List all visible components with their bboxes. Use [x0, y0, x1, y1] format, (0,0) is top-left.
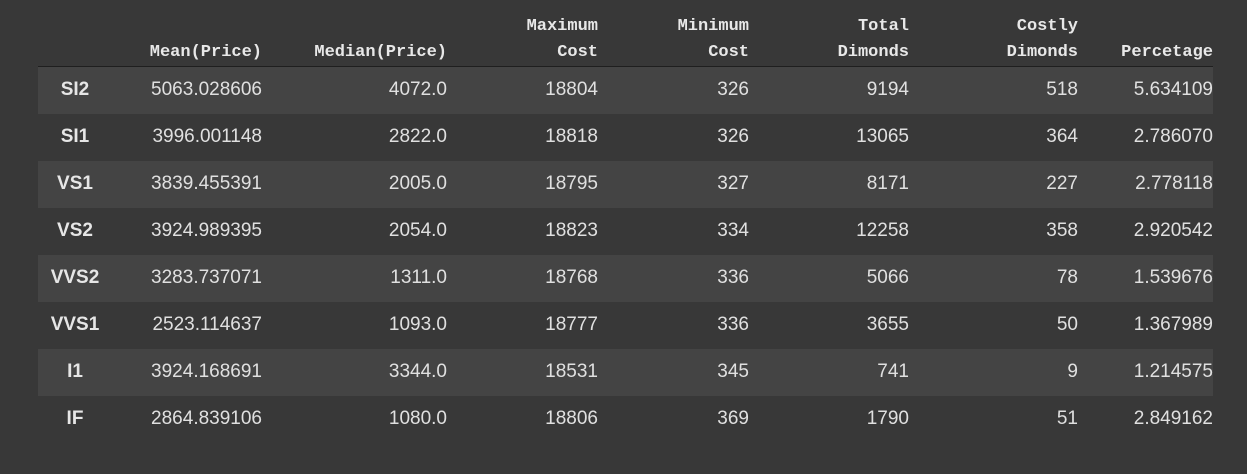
minimum-cost-cell: 345 — [717, 361, 749, 382]
header-row: Mean(Price) Median(Price) Maximum Cost Minim… — [38, 14, 1213, 67]
mean-price-cell: 2864.839106 — [151, 408, 262, 429]
median-price-cell: 2005.0 — [388, 173, 447, 194]
table-row: SI2 5063.028606 4072.0 18804 326 9194 518 5.634… — [38, 66, 1213, 114]
index-header — [38, 14, 112, 67]
maximum-cost-cell: 18531 — [545, 361, 598, 382]
row-index-label: VVS2 — [50, 267, 100, 288]
median-price-cell: 1311.0 — [390, 267, 447, 288]
mean-price-cell: 3839.455391 — [151, 173, 262, 194]
dataframe-table: Mean(Price) Median(Price) Maximum Cost Minim… — [38, 14, 1213, 443]
total-dimonds-cell: 12258 — [856, 220, 909, 241]
minimum-cost-cell: 336 — [717, 314, 749, 335]
median-price-header: Median(Price) — [314, 43, 447, 62]
costly-dimonds-cell: 227 — [1046, 173, 1078, 194]
minimum-cost-cell: 369 — [717, 408, 749, 429]
row-index-label: SI1 — [60, 126, 90, 147]
costly-dimonds-cell: 50 — [1056, 314, 1078, 335]
median-price-cell: 2822.0 — [388, 126, 447, 147]
table-body: SI2 5063.028606 4072.0 18804 326 9194 518 5.634… — [38, 66, 1213, 443]
median-price-cell: 3344.0 — [388, 361, 447, 382]
mean-price-cell: 2523.114637 — [152, 314, 262, 335]
costly-dimonds-cell: 358 — [1046, 220, 1078, 241]
median-price-cell: 4072.0 — [388, 79, 447, 101]
minimum-cost-cell: 334 — [717, 220, 749, 241]
table-header: Mean(Price) Median(Price) Maximum Cost Minim… — [38, 14, 1213, 67]
row-index-label: I1 — [67, 361, 83, 382]
mean-price-cell: 5063.028606 — [151, 79, 262, 101]
costly-dimonds-cell: 9 — [1067, 361, 1078, 382]
costly-dimonds-cell: 364 — [1046, 126, 1078, 147]
maximum-cost-header: Maximum Cost — [526, 17, 598, 62]
row-index-label: VS2 — [57, 220, 93, 241]
maximum-cost-cell: 18804 — [545, 79, 598, 101]
costly-dimonds-header: Costly Dimonds — [1006, 17, 1078, 62]
minimum-cost-header: Minimum Cost — [677, 17, 749, 62]
maximum-cost-cell: 18795 — [545, 173, 598, 194]
percetage-cell: 2.778118 — [1135, 173, 1213, 194]
maximum-cost-cell: 18806 — [545, 408, 598, 429]
total-dimonds-cell: 5066 — [866, 267, 909, 288]
maximum-cost-cell: 18777 — [545, 314, 598, 335]
percetage-cell: 1.214575 — [1133, 361, 1213, 382]
costly-dimonds-cell: 51 — [1056, 408, 1078, 429]
mean-price-cell: 3924.989395 — [151, 220, 262, 241]
maximum-cost-cell: 18818 — [545, 126, 598, 147]
minimum-cost-cell: 326 — [717, 126, 749, 147]
table-row: IF 2864.839106 1080.0 18806 369 1790 51 2.84916… — [38, 395, 1213, 443]
percetage-cell: 5.634109 — [1133, 79, 1213, 101]
median-price-cell: 1080.0 — [388, 408, 447, 429]
row-index-label: VVS1 — [50, 314, 100, 335]
percetage-header: Percetage — [1121, 43, 1213, 62]
percetage-cell: 2.920542 — [1133, 220, 1213, 241]
mean-price-header: Mean(Price) — [149, 43, 262, 62]
total-dimonds-cell: 13065 — [856, 126, 909, 147]
total-dimonds-cell: 3655 — [866, 314, 909, 335]
table-row: VS2 3924.989395 2054.0 18823 334 12258 358 2.92… — [38, 207, 1213, 255]
total-dimonds-cell: 1790 — [866, 408, 909, 429]
percetage-cell: 1.367989 — [1133, 314, 1213, 335]
total-dimonds-cell: 9194 — [866, 79, 909, 101]
minimum-cost-cell: 327 — [717, 173, 749, 194]
median-price-cell: 2054.0 — [388, 220, 447, 241]
table-row: VVS1 2523.114637 1093.0 18777 336 3655 50 1.367… — [38, 301, 1213, 349]
minimum-cost-cell: 336 — [717, 267, 749, 288]
percetage-cell: 1.539676 — [1133, 267, 1213, 288]
mean-price-cell: 3924.168691 — [151, 361, 262, 382]
row-index-label: IF — [66, 408, 84, 429]
maximum-cost-cell: 18768 — [545, 267, 598, 288]
row-index-label: SI2 — [60, 79, 90, 101]
table-row: SI1 3996.001148 2822.0 18818 326 13065 364 2.78… — [38, 113, 1213, 161]
total-dimonds-header: Total Dimonds — [837, 17, 909, 62]
table-row: I1 3924.168691 3344.0 18531 345 741 9 1.214575 — [38, 348, 1213, 396]
total-dimonds-cell: 8171 — [866, 173, 909, 194]
total-dimonds-cell: 741 — [877, 361, 909, 382]
mean-price-cell: 3996.001148 — [152, 126, 262, 147]
table-row: VVS2 3283.737071 1311.0 18768 336 5066 78 1.539… — [38, 254, 1213, 302]
mean-price-cell: 3283.737071 — [151, 267, 262, 288]
minimum-cost-cell: 326 — [717, 79, 749, 101]
costly-dimonds-cell: 78 — [1056, 267, 1078, 288]
row-index-label: VS1 — [57, 173, 93, 194]
costly-dimonds-cell: 518 — [1046, 79, 1078, 101]
maximum-cost-cell: 18823 — [545, 220, 598, 241]
table-row: VS1 3839.455391 2005.0 18795 327 8171 227 2.778… — [38, 160, 1213, 208]
percetage-cell: 2.786070 — [1133, 126, 1213, 147]
percetage-cell: 2.849162 — [1133, 408, 1213, 429]
median-price-cell: 1093.0 — [388, 314, 447, 335]
